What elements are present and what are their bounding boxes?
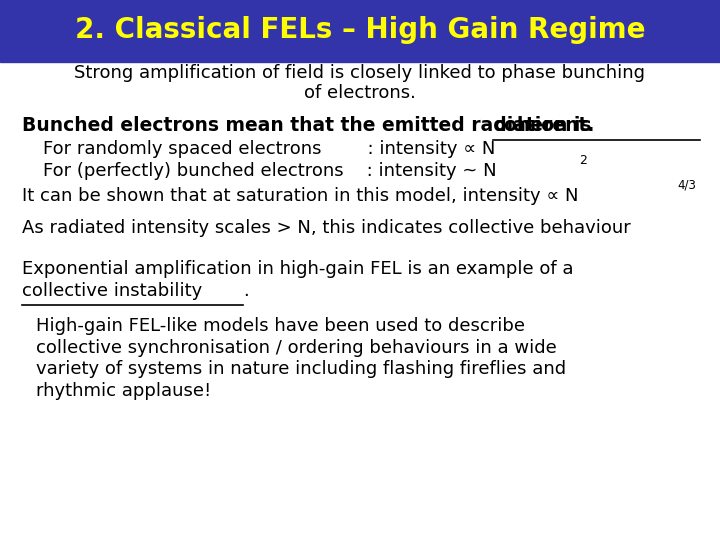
- Text: coherent.: coherent.: [493, 116, 595, 134]
- Text: For randomly spaced electrons        : intensity ∝ N: For randomly spaced electrons : intensit…: [43, 140, 495, 158]
- Text: For (perfectly) bunched electrons    : intensity ~ N: For (perfectly) bunched electrons : inte…: [43, 161, 497, 179]
- Text: variety of systems in nature including flashing fireflies and: variety of systems in nature including f…: [36, 360, 566, 378]
- Text: As radiated intensity scales > N, this indicates collective behaviour: As radiated intensity scales > N, this i…: [22, 219, 630, 237]
- Text: It can be shown that at saturation in this model, intensity ∝ N: It can be shown that at saturation in th…: [22, 187, 578, 205]
- Text: Bunched electrons mean that the emitted radiation is: Bunched electrons mean that the emitted …: [22, 116, 598, 134]
- Text: 2. Classical FELs – High Gain Regime: 2. Classical FELs – High Gain Regime: [75, 16, 645, 44]
- Text: collective instability: collective instability: [22, 282, 202, 300]
- Text: rhythmic applause!: rhythmic applause!: [36, 382, 211, 400]
- Text: Exponential amplification in high-gain FEL is an example of a: Exponential amplification in high-gain F…: [22, 260, 573, 278]
- Text: 2: 2: [580, 153, 588, 167]
- Text: 4/3: 4/3: [678, 179, 696, 192]
- Text: .: .: [243, 282, 249, 300]
- Text: Strong amplification of field is closely linked to phase bunching: Strong amplification of field is closely…: [74, 64, 646, 82]
- Text: of electrons.: of electrons.: [304, 84, 416, 102]
- Text: collective synchronisation / ordering behaviours in a wide: collective synchronisation / ordering be…: [36, 339, 557, 356]
- Text: High-gain FEL-like models have been used to describe: High-gain FEL-like models have been used…: [36, 317, 525, 335]
- Bar: [0, 0, 720, 62]
